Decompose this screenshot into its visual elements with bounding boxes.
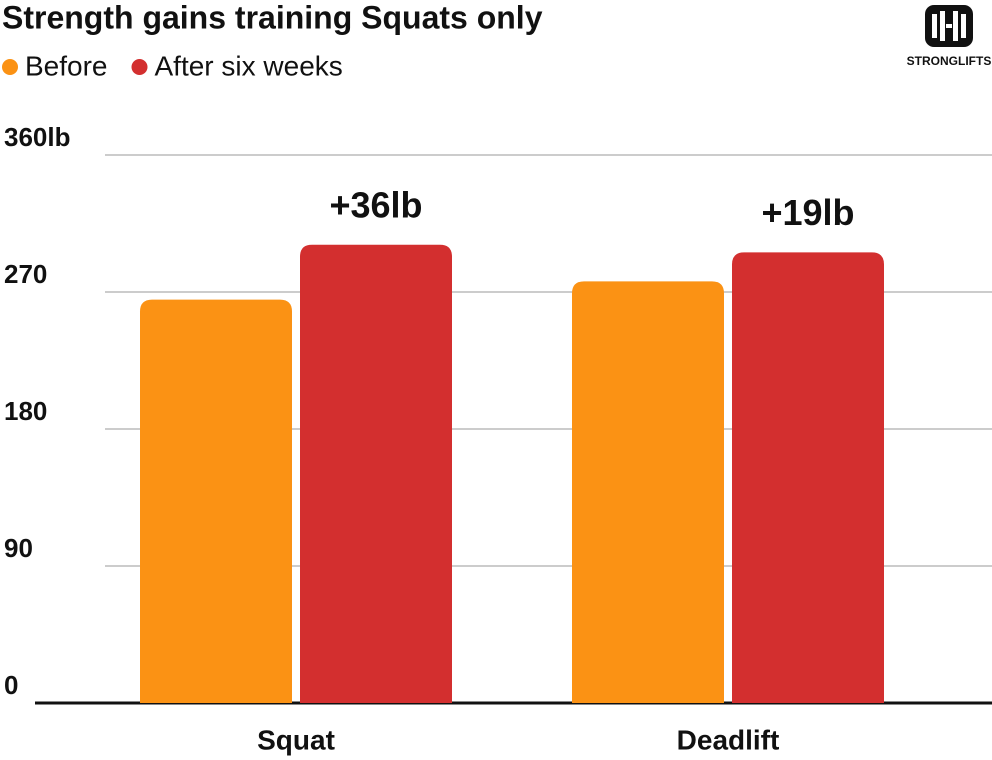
y-tick-label: 0	[4, 670, 18, 700]
y-tick-label: 90	[4, 533, 33, 563]
bar	[140, 299, 292, 703]
logo-icon-part	[932, 14, 937, 38]
legend-label: Before	[25, 50, 108, 81]
logo: STRONGLIFTS	[907, 5, 992, 68]
y-tick-label: 270	[4, 259, 47, 289]
bar	[732, 252, 884, 703]
bar	[572, 281, 724, 703]
y-tick-label: 180	[4, 396, 47, 426]
legend-marker	[131, 59, 148, 75]
x-tick-label: Squat	[257, 724, 335, 755]
logo-icon-part	[953, 11, 958, 41]
bar	[300, 244, 452, 704]
chart-title: Strength gains training Squats only	[2, 0, 543, 35]
logo-text: STRONGLIFTS	[907, 54, 992, 68]
x-tick-label: Deadlift	[677, 724, 780, 755]
logo-icon-part	[946, 24, 952, 28]
legend-marker	[2, 59, 18, 75]
logo-icon-part	[961, 14, 966, 38]
legend-label: After six weeks	[155, 50, 343, 81]
logo-icon-part	[940, 11, 945, 41]
y-tick-label: 360lb	[4, 122, 71, 152]
annotation: +19lb	[761, 192, 854, 233]
annotation: +36lb	[329, 184, 422, 225]
